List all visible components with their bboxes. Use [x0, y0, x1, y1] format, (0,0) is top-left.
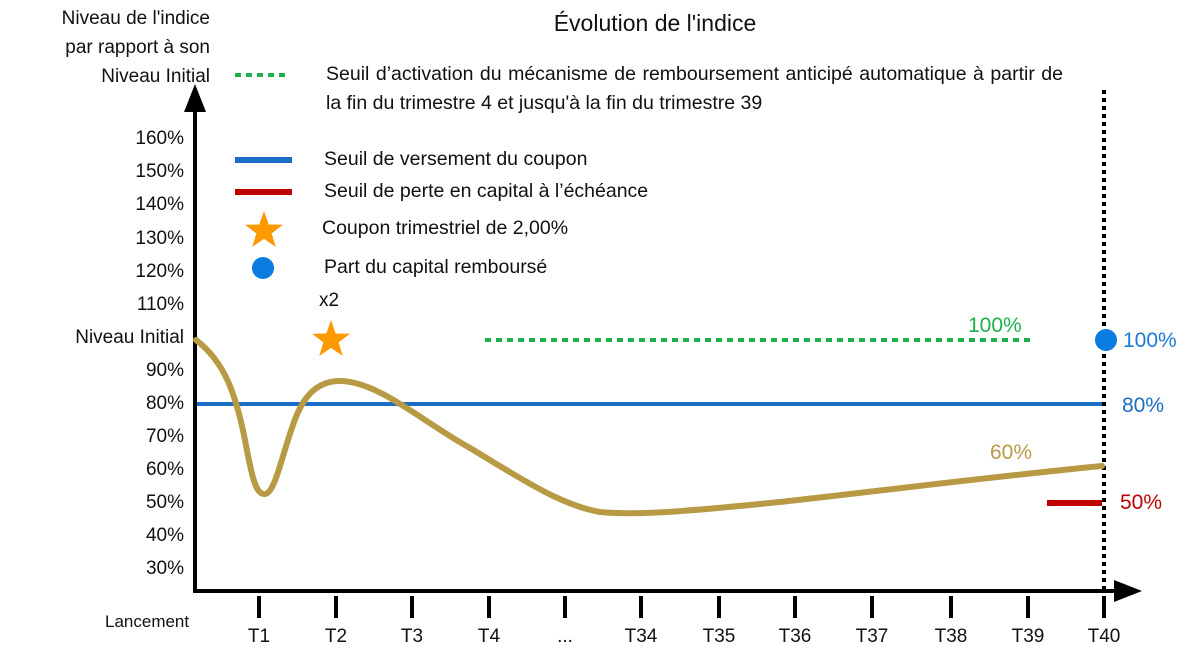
- y-tick-160: 160%: [135, 128, 184, 149]
- x-tick-t39: T39: [1011, 626, 1045, 647]
- x-tick-t35: T35: [702, 626, 736, 647]
- coupon-level-label: 80%: [1122, 394, 1165, 417]
- y-tick-150: 150%: [135, 161, 184, 182]
- x-tick-t3: T3: [400, 626, 424, 647]
- coupon-star-icon: [312, 320, 350, 356]
- y-tick-niveau-initial: Niveau Initial: [75, 327, 184, 348]
- y-tick-50: 50%: [145, 492, 184, 513]
- y-axis-title-line-2: par rapport à son: [65, 37, 210, 58]
- legend-item-capital-loss: Seuil de perte en capital à l’échéance: [324, 180, 649, 202]
- legend-item-autocall: Seuil d’activation du mécanisme de rembo…: [326, 63, 1063, 114]
- x-tick-t34: T34: [624, 626, 658, 647]
- final-index-label: 60%: [990, 441, 1033, 464]
- y-tick-60: 60%: [145, 459, 184, 480]
- y-tick-30: 30%: [145, 558, 184, 579]
- x-axis-ticks: [257, 596, 1106, 618]
- y-tick-80: 80%: [145, 393, 184, 414]
- y-axis-title-line-1: Niveau de l'indice: [61, 8, 210, 29]
- capital-loss-label: 50%: [1120, 491, 1163, 514]
- y-tick-70: 70%: [145, 426, 184, 447]
- y-tick-40: 40%: [145, 525, 184, 546]
- y-tick-90: 90%: [145, 360, 184, 381]
- autocall-level-label: 100%: [968, 314, 1022, 337]
- legend-item-coupon: Seuil de versement du coupon: [324, 148, 588, 170]
- x-tick-t2: T2: [324, 626, 348, 647]
- capital-repaid-circle-icon: [1095, 329, 1117, 351]
- x-tick-t37: T37: [855, 626, 889, 647]
- x-tick-t36: T36: [778, 626, 812, 647]
- star-multiplier-label: x2: [319, 290, 340, 311]
- legend-star-icon: [245, 211, 283, 247]
- index-curve: [193, 337, 1105, 517]
- x-tick-t1: T1: [247, 626, 271, 647]
- y-axis-arrow-icon: [184, 84, 206, 112]
- x-tick-t38: T38: [934, 626, 968, 647]
- legend-item-star: Coupon trimestriel de 2,00%: [322, 217, 569, 239]
- x-tick-t4: T4: [477, 626, 501, 647]
- x-tick-ellipsis: ...: [557, 626, 573, 647]
- y-axis-title-line-3: Niveau Initial: [101, 66, 210, 87]
- y-tick-140: 140%: [135, 194, 184, 215]
- y-tick-110: 110%: [136, 294, 184, 315]
- y-tick-120: 120%: [135, 261, 184, 282]
- capital-repaid-label: 100%: [1123, 329, 1177, 352]
- legend-item-circle: Part du capital remboursé: [324, 256, 548, 278]
- x-axis-arrow-icon: [1114, 580, 1142, 602]
- x-origin-label: Lancement: [105, 612, 190, 631]
- legend-circle-icon: [252, 257, 274, 279]
- x-tick-t40: T40: [1087, 626, 1121, 647]
- chart-title: Évolution de l'indice: [553, 10, 757, 36]
- y-tick-130: 130%: [135, 228, 184, 249]
- y-axis-title: Niveau de l'indice par rapport à son Niv…: [62, 4, 210, 91]
